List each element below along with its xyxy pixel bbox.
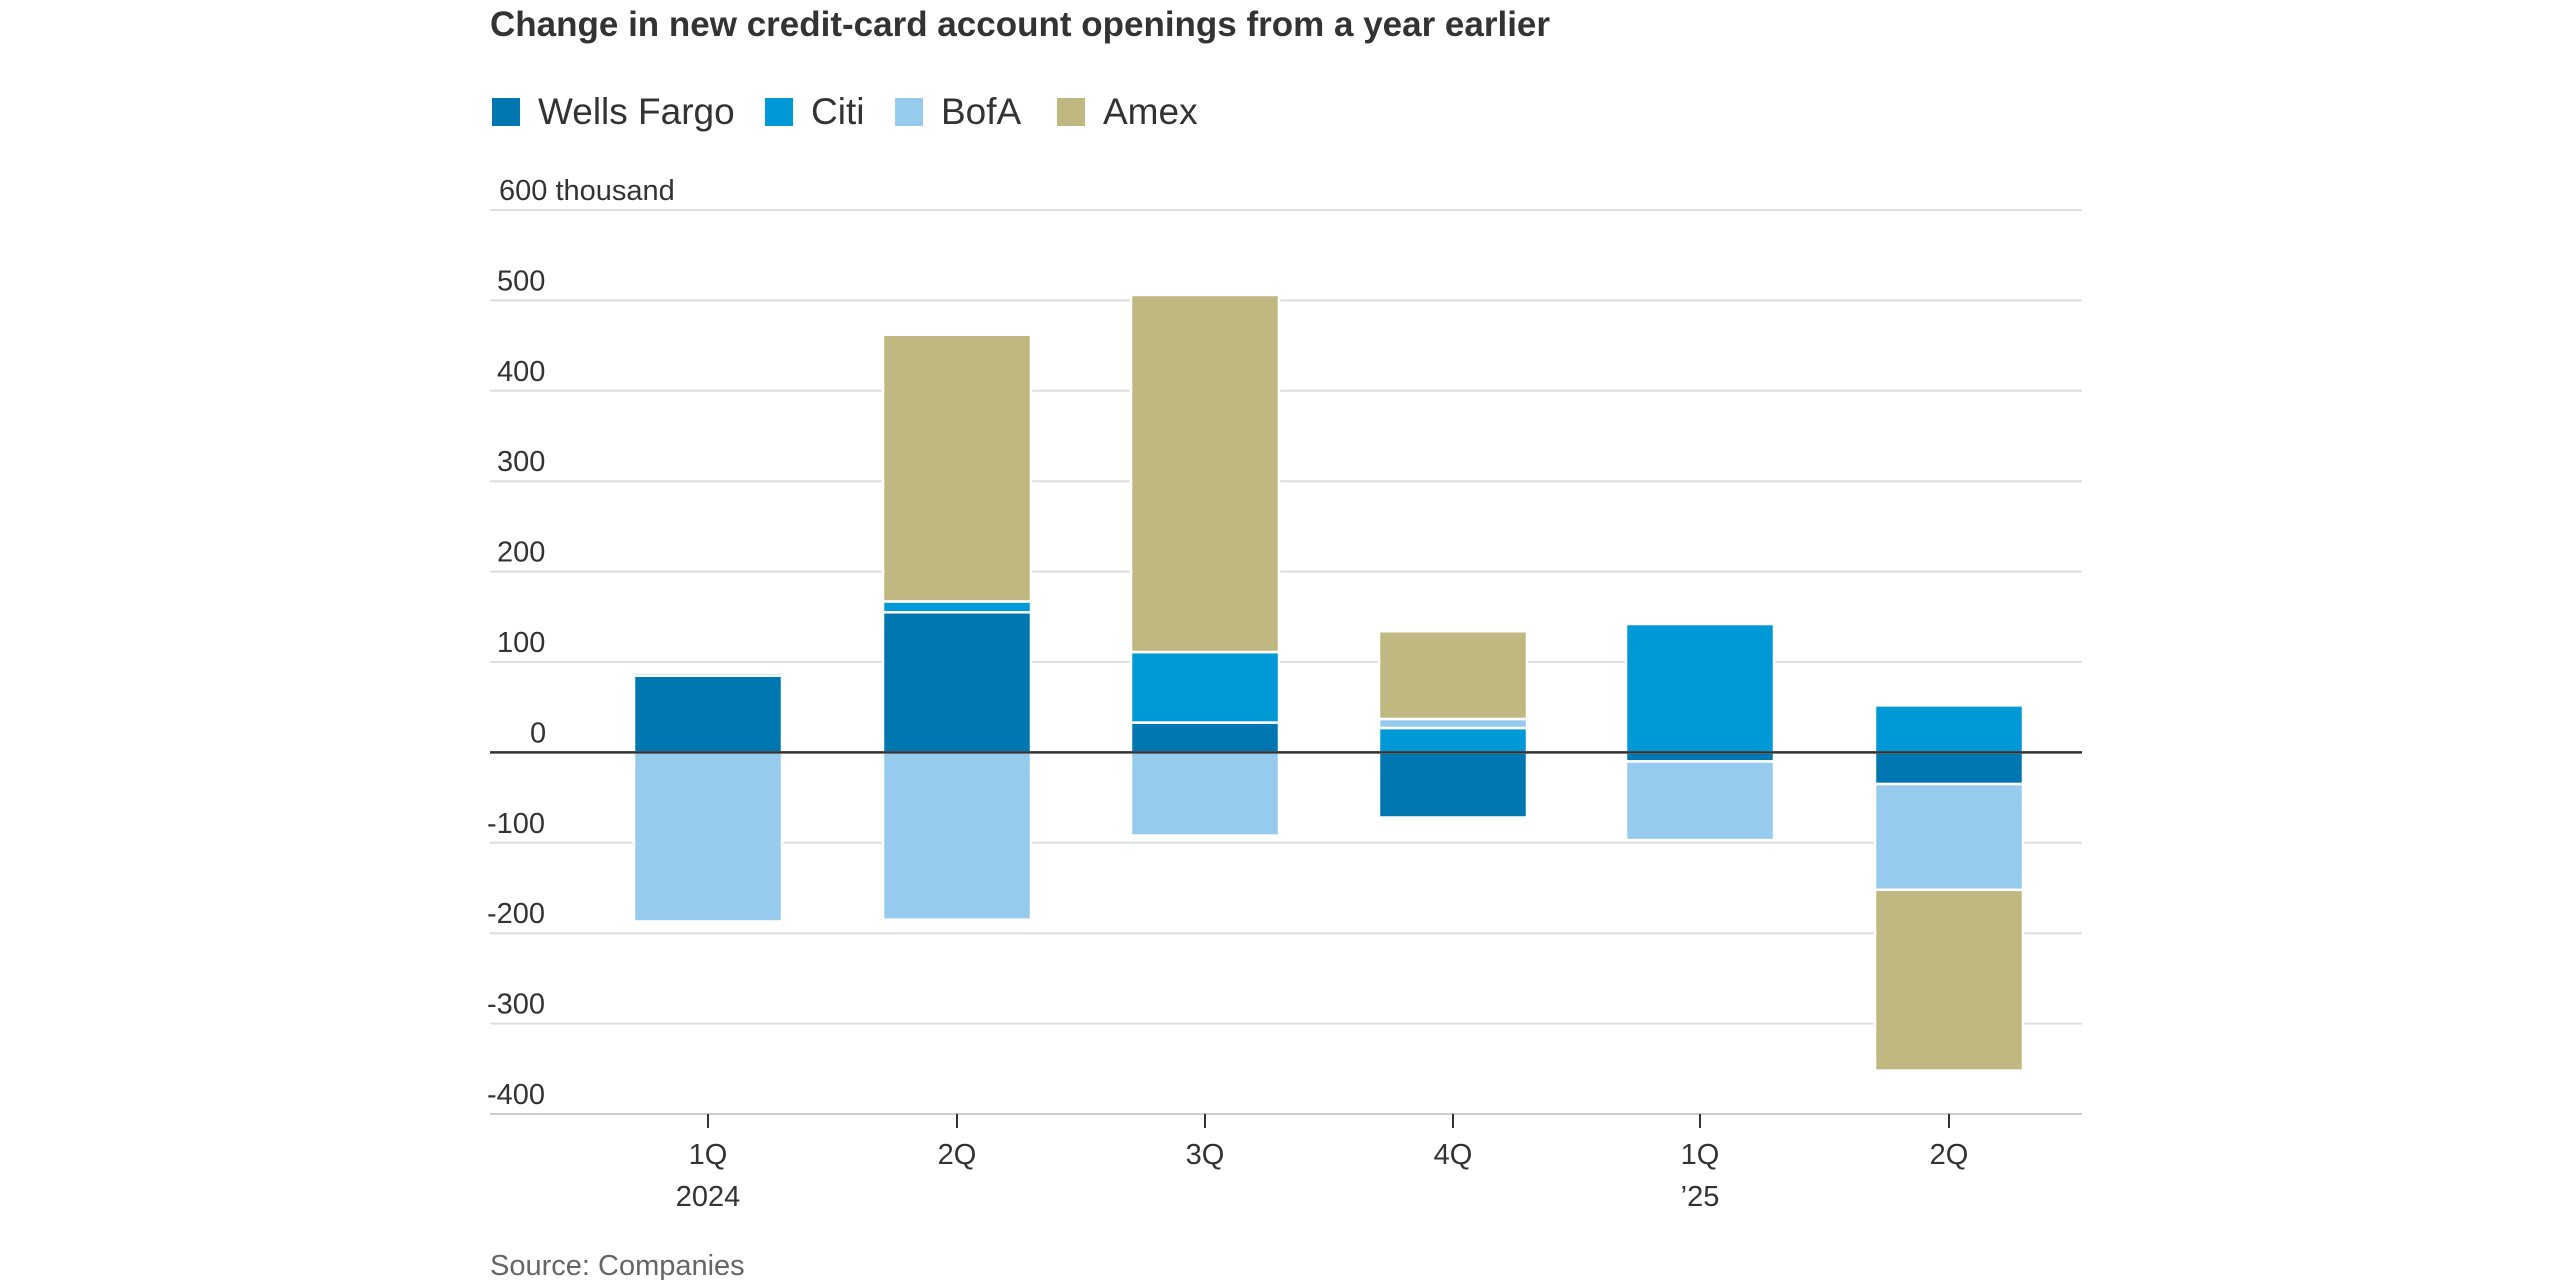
bar-segment [1129, 293, 1281, 654]
legend-swatch [1057, 98, 1085, 126]
x-tick-label: 2Q [938, 1139, 977, 1171]
x-axis-tick-marks [707, 1114, 1950, 1128]
y-tick-label: 200 [497, 537, 545, 569]
x-tick-label: 3Q [1186, 1139, 1225, 1171]
bar-segment [1873, 888, 2025, 1072]
source-note: Source: Companies [490, 1250, 745, 1280]
x-tick-label: 2Q [1930, 1139, 1969, 1171]
y-tick-label: 0 [530, 717, 546, 749]
y-axis-tick-labels: 600 thousand 500 400 300 200 100 0 -100 -200 -300… [487, 175, 675, 1111]
y-tick-label: 600 thousand [499, 175, 675, 207]
chart-legend: Wells Fargo Citi BofA Amex [492, 91, 1198, 132]
x-tick-sublabel: 2024 [676, 1181, 741, 1213]
bar-segment [881, 600, 1033, 614]
legend-swatch [895, 98, 923, 126]
bar-segment [1377, 717, 1529, 730]
bar-segment [1873, 782, 2025, 892]
bar-segment [1624, 760, 1776, 842]
x-tick-label: 1Q [1681, 1139, 1720, 1171]
chart-title: Change in new credit-card account openin… [490, 5, 1550, 44]
bar-segment [881, 333, 1033, 603]
bars [632, 293, 2025, 1072]
y-tick-label: 500 [497, 265, 545, 297]
bar-segment [1129, 721, 1281, 754]
bar-segment [1377, 630, 1529, 721]
y-tick-label: -100 [487, 808, 545, 840]
y-tick-label: -300 [487, 989, 545, 1021]
legend-label: Amex [1103, 91, 1198, 132]
x-axis-tick-labels: 1Q 2024 2Q 3Q 4Q 1Q ’25 2Q [676, 1139, 1969, 1213]
y-tick-label: 100 [497, 627, 545, 659]
legend-swatch [492, 98, 520, 126]
bar-segment [1624, 622, 1776, 754]
bar-segment [632, 674, 784, 754]
bar-segment [632, 671, 784, 677]
bar-segment [632, 751, 784, 923]
x-tick-label: 4Q [1434, 1139, 1473, 1171]
y-tick-label: -200 [487, 898, 545, 930]
bar-segment [881, 611, 1033, 754]
bar-segment [1129, 751, 1281, 837]
bar-segment [1377, 726, 1529, 754]
legend-item: Amex [1057, 91, 1198, 132]
legend-item: Citi [765, 91, 864, 132]
legend-label: BofA [941, 91, 1022, 132]
gridlines [490, 209, 2082, 1115]
legend-label: Citi [811, 91, 864, 132]
legend-label: Wells Fargo [538, 91, 735, 132]
zero-line-group [490, 751, 2082, 1115]
bar-segment [1873, 704, 2025, 754]
x-tick-label: 1Q [689, 1139, 728, 1171]
legend-item: BofA [895, 91, 1022, 132]
legend-item: Wells Fargo [492, 91, 735, 132]
legend-swatch [765, 98, 793, 126]
bar-segment [1624, 751, 1776, 763]
bar-segment [881, 751, 1033, 921]
bar-segment [1377, 751, 1529, 819]
x-tick-sublabel: ’25 [1681, 1181, 1720, 1213]
y-tick-label: 300 [497, 446, 545, 478]
y-tick-label: 400 [497, 356, 545, 388]
bar-segment [1129, 650, 1281, 724]
bar-segment [1873, 751, 2025, 786]
y-tick-label: -400 [487, 1079, 545, 1111]
